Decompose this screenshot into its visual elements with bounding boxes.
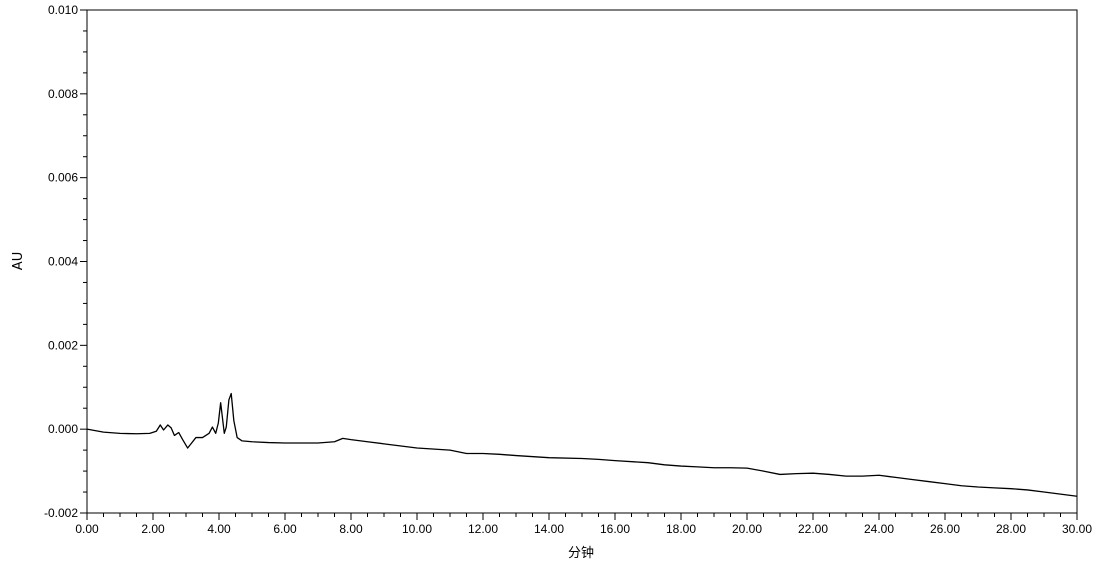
- x-tick-label: 24.00: [864, 522, 894, 536]
- x-tick-label: 2.00: [141, 522, 165, 536]
- x-axis: 0.00 2.00 4.00 6.00 8.00 10.00 12.00 14.00 16.00…: [75, 513, 1092, 536]
- x-tick-label: 18.00: [666, 522, 696, 536]
- x-tick-label: 10.00: [402, 522, 432, 536]
- x-tick-label: 22.00: [798, 522, 828, 536]
- plot-frame: [86, 9, 1078, 514]
- y-tick-label: 0.008: [48, 87, 78, 101]
- x-tick-label: 28.00: [996, 522, 1026, 536]
- x-tick-label: 16.00: [600, 522, 630, 536]
- plot-area: [86, 9, 1078, 514]
- y-tick-label: 0.004: [48, 255, 78, 269]
- x-tick-label: 26.00: [930, 522, 960, 536]
- y-axis-title: AU: [11, 252, 26, 270]
- y-tick-label: 0.002: [48, 338, 78, 352]
- y-axis: -0.002 0.000 0.002 0.004 0.006 0.008 0.010: [44, 3, 87, 520]
- x-tick-label: 14.00: [534, 522, 564, 536]
- x-tick-label: 6.00: [273, 522, 297, 536]
- chromatogram-trace: [86, 392, 1078, 497]
- x-tick-label: 0.00: [75, 522, 99, 536]
- y-tick-label: -0.002: [44, 506, 78, 520]
- x-tick-label: 8.00: [339, 522, 363, 536]
- x-tick-label: 4.00: [207, 522, 231, 536]
- y-tick-label: 0.000: [48, 422, 78, 436]
- y-tick-label: 0.010: [48, 3, 78, 17]
- x-tick-label: 30.00: [1062, 522, 1092, 536]
- x-axis-title: 分钟: [568, 545, 594, 561]
- x-tick-label: 12.00: [468, 522, 498, 536]
- x-tick-label: 20.00: [732, 522, 762, 536]
- y-tick-label: 0.006: [48, 171, 78, 185]
